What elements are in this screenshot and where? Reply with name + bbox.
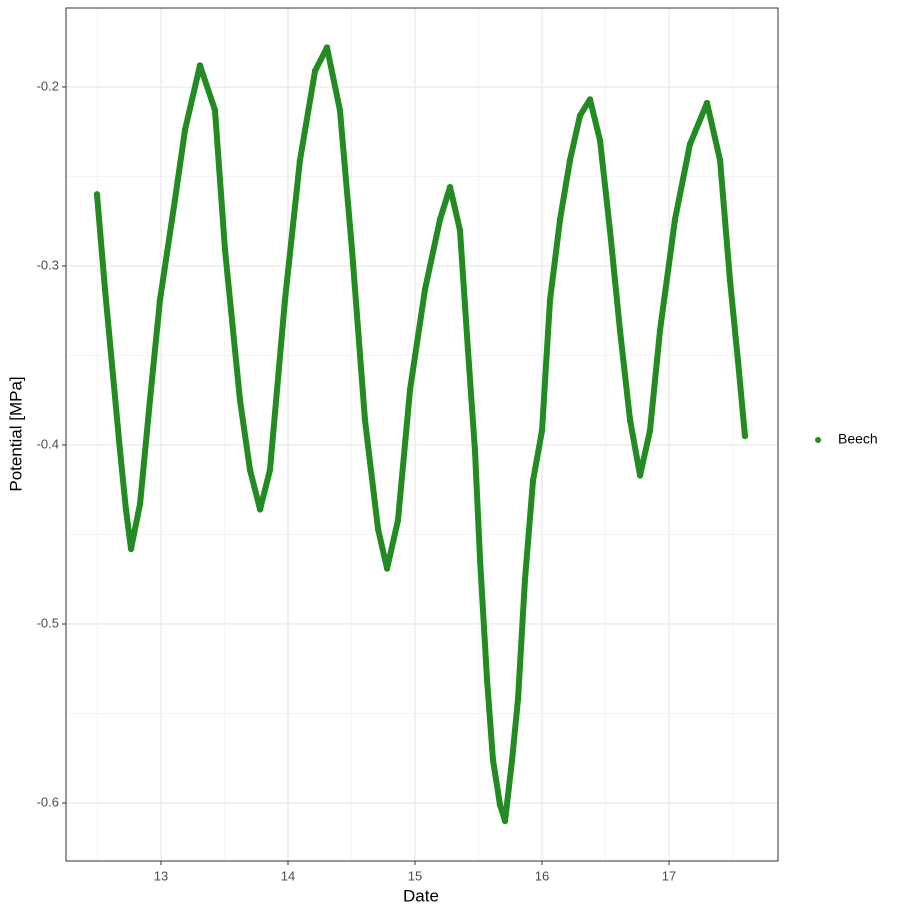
point <box>726 277 734 284</box>
legend-label: Beech <box>838 431 878 447</box>
point <box>596 137 604 144</box>
point <box>127 545 135 553</box>
point <box>146 397 154 404</box>
point <box>116 447 124 454</box>
point <box>576 112 584 119</box>
point <box>716 157 724 164</box>
legend-marker <box>815 437 821 443</box>
point <box>136 500 144 508</box>
point <box>546 296 554 304</box>
point <box>181 126 189 134</box>
point <box>538 427 546 434</box>
point <box>421 286 429 293</box>
point <box>406 386 414 393</box>
point <box>741 432 749 440</box>
point <box>221 246 229 254</box>
point <box>383 565 391 572</box>
point <box>171 196 179 203</box>
x-tick-label: 13 <box>154 868 168 883</box>
point <box>734 357 742 365</box>
point <box>606 226 614 234</box>
y-tick-label: -0.4 <box>37 436 59 451</box>
point <box>336 107 344 114</box>
point <box>566 157 574 164</box>
series-trace <box>93 44 748 824</box>
point <box>586 96 594 103</box>
point <box>156 296 164 304</box>
x-tick-label: 15 <box>408 868 422 883</box>
point <box>211 107 219 114</box>
point <box>464 346 472 354</box>
point <box>529 477 537 484</box>
point <box>476 556 484 563</box>
y-axis-title: Potential [MPa] <box>6 376 25 491</box>
point <box>471 447 479 454</box>
point <box>256 506 264 513</box>
point <box>122 506 130 513</box>
x-tick-label: 17 <box>662 868 676 883</box>
x-tick-label: 16 <box>535 868 549 883</box>
point <box>296 157 304 164</box>
point <box>616 327 624 334</box>
point <box>311 67 319 75</box>
point <box>93 191 101 198</box>
point <box>446 183 454 191</box>
point <box>101 286 109 293</box>
point <box>436 216 444 223</box>
point <box>671 216 679 223</box>
panel-border <box>65 7 779 862</box>
point <box>686 141 694 148</box>
point <box>246 466 254 474</box>
point <box>394 516 402 524</box>
point <box>281 296 289 304</box>
y-tick-label: -0.3 <box>37 257 59 272</box>
point <box>508 756 516 764</box>
point <box>236 397 244 404</box>
point <box>521 576 529 583</box>
point <box>656 327 664 334</box>
point <box>196 62 204 69</box>
x-tick-label: 14 <box>281 868 295 883</box>
point <box>374 525 382 533</box>
point <box>266 466 274 474</box>
y-tick-label: -0.5 <box>37 615 59 630</box>
y-tick-label: -0.2 <box>37 78 59 93</box>
point <box>348 246 356 254</box>
point <box>626 416 634 424</box>
point <box>323 44 331 51</box>
point <box>489 756 497 764</box>
point <box>646 427 654 434</box>
point <box>456 226 464 234</box>
point <box>496 801 504 808</box>
point <box>703 99 711 107</box>
point <box>361 416 369 424</box>
x-axis-title: Date <box>403 886 439 905</box>
point <box>636 472 644 479</box>
y-tick-label: -0.6 <box>37 794 59 809</box>
point <box>514 695 522 703</box>
point <box>483 676 491 683</box>
point <box>501 817 509 825</box>
point <box>556 216 564 223</box>
